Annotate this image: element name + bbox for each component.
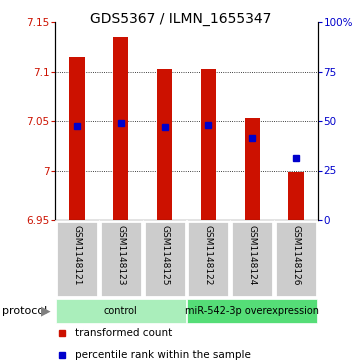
Bar bbox=[275, 221, 317, 297]
Bar bbox=[56, 221, 98, 297]
Text: GSM1148124: GSM1148124 bbox=[248, 225, 257, 286]
Text: transformed count: transformed count bbox=[75, 329, 172, 338]
Bar bbox=[113, 37, 129, 220]
Text: GSM1148123: GSM1148123 bbox=[116, 225, 125, 286]
Bar bbox=[157, 69, 172, 220]
Bar bbox=[187, 299, 317, 323]
Text: GSM1148126: GSM1148126 bbox=[292, 225, 301, 286]
Text: GSM1148122: GSM1148122 bbox=[204, 225, 213, 286]
Bar bbox=[231, 221, 273, 297]
Bar bbox=[56, 299, 186, 323]
Bar bbox=[144, 221, 186, 297]
Text: protocol: protocol bbox=[2, 306, 47, 316]
Bar bbox=[69, 57, 84, 220]
Text: GSM1148121: GSM1148121 bbox=[73, 225, 82, 286]
Text: ▶: ▶ bbox=[40, 305, 50, 318]
Bar bbox=[201, 69, 216, 220]
Bar bbox=[245, 118, 260, 220]
Text: control: control bbox=[104, 306, 138, 316]
Bar bbox=[100, 221, 142, 297]
Text: miR-542-3p overexpression: miR-542-3p overexpression bbox=[185, 306, 319, 316]
Bar bbox=[288, 172, 304, 220]
Text: GSM1148125: GSM1148125 bbox=[160, 225, 169, 286]
Text: GDS5367 / ILMN_1655347: GDS5367 / ILMN_1655347 bbox=[90, 12, 271, 26]
Bar bbox=[187, 221, 230, 297]
Text: percentile rank within the sample: percentile rank within the sample bbox=[75, 350, 251, 360]
